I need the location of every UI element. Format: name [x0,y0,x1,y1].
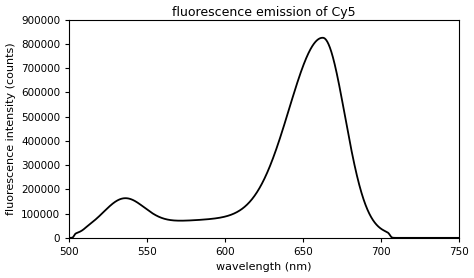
Y-axis label: fluorescence intensity (counts): fluorescence intensity (counts) [6,43,16,215]
X-axis label: wavelength (nm): wavelength (nm) [216,262,312,272]
Title: fluorescence emission of Cy5: fluorescence emission of Cy5 [172,6,356,19]
